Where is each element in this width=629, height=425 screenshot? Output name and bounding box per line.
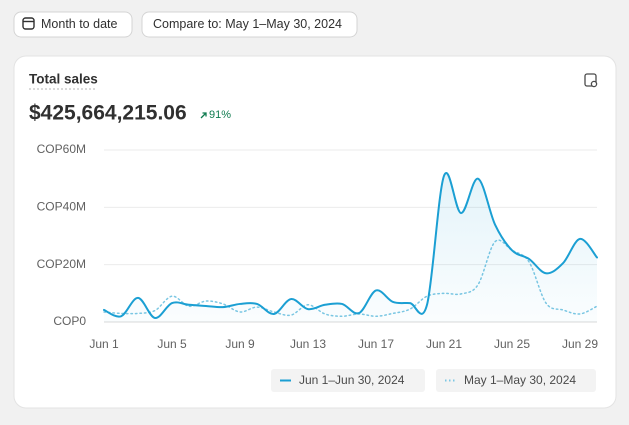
button-label: Compare to: May 1–May 30, 2024 xyxy=(153,17,342,31)
chart-title: Total sales xyxy=(29,72,98,87)
up-arrow xyxy=(200,112,207,119)
total-value: $425,664,215.06 xyxy=(29,102,187,125)
button-label: Month to date xyxy=(41,17,117,31)
x-tick-label: Jun 17 xyxy=(358,337,394,351)
legend-label: Jun 1–Jun 30, 2024 xyxy=(299,373,405,387)
x-tick-label: Jun 21 xyxy=(426,337,462,351)
x-tick-label: Jun 29 xyxy=(562,337,598,351)
y-tick-label: COP60M xyxy=(37,142,86,156)
y-tick-label: COP40M xyxy=(37,200,86,214)
y-tick-label: COP20M xyxy=(37,257,86,271)
x-tick-label: Jun 25 xyxy=(494,337,530,351)
x-tick-label: Jun 5 xyxy=(157,337,187,351)
change-value: 91% xyxy=(209,109,231,121)
legend-box xyxy=(271,369,425,392)
legend-item[interactable]: Jun 1–Jun 30, 2024 xyxy=(271,369,425,392)
compare-button[interactable]: Compare to: May 1–May 30, 2024 xyxy=(141,11,358,38)
explore-icon[interactable] xyxy=(584,73,598,88)
legend-item[interactable]: May 1–May 30, 2024 xyxy=(436,369,596,392)
y-tick-label: COP0 xyxy=(53,314,86,328)
legend-label: May 1–May 30, 2024 xyxy=(464,373,576,387)
series-line xyxy=(103,172,598,319)
x-tick-label: Jun 13 xyxy=(290,337,326,351)
series-area xyxy=(104,172,597,322)
date-button[interactable]: Month to date xyxy=(13,11,133,38)
x-tick-label: Jun 1 xyxy=(89,337,119,351)
x-tick-label: Jun 9 xyxy=(225,337,255,351)
legend-box xyxy=(436,369,596,392)
